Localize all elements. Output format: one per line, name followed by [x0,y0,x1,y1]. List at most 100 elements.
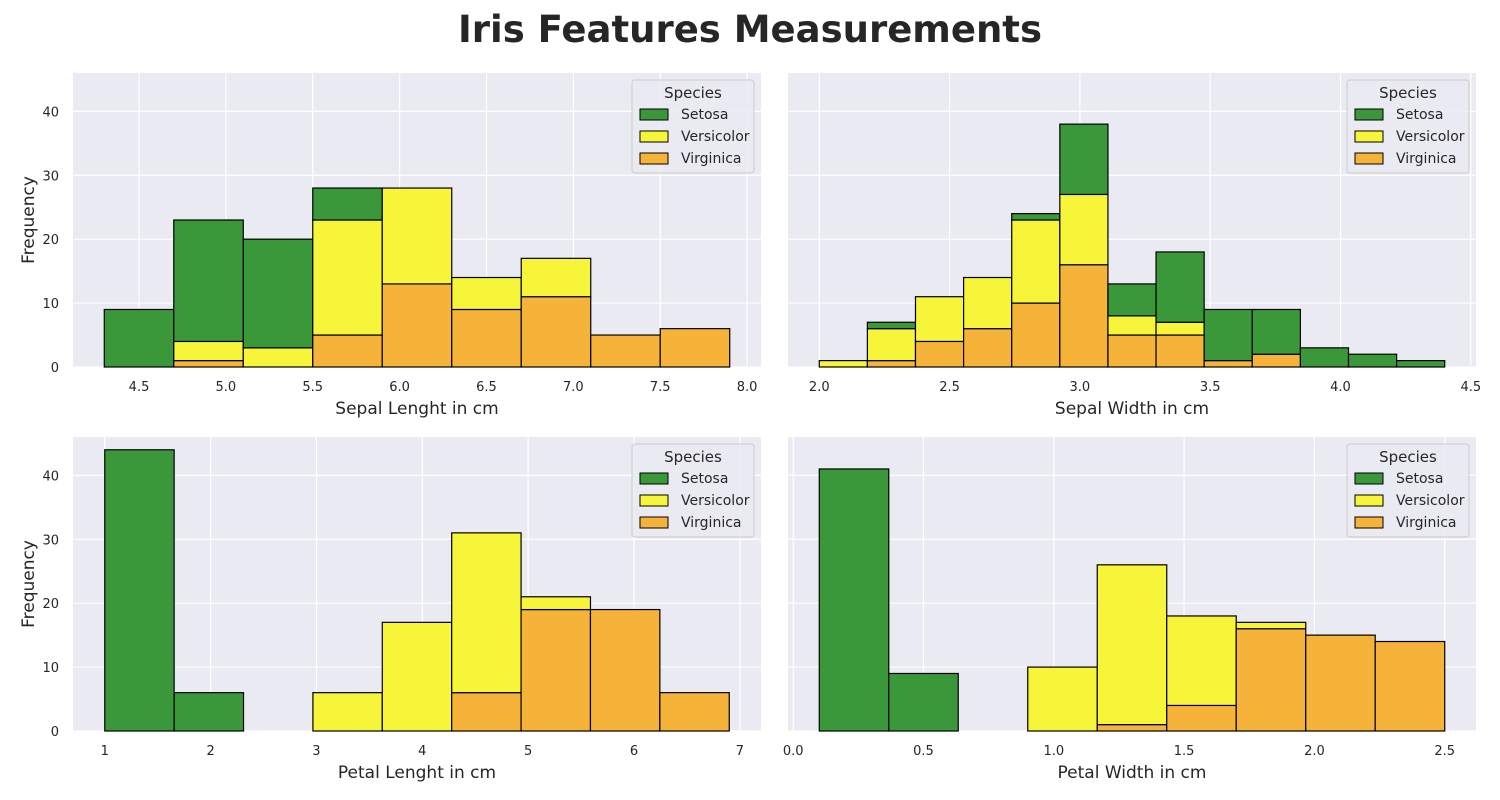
legend-title: Species [1379,84,1437,102]
bar-virginica [1166,704,1237,732]
bar-versicolor [242,347,314,368]
bar-virginica [381,283,453,368]
bar-virginica [1096,724,1168,732]
bar-virginica [914,340,965,368]
legend-label-virginica: Virginica [1396,515,1456,531]
bar-versicolor [520,596,592,611]
bar-virginica [1011,302,1061,368]
x-axis-label: Sepal Lenght in cm [335,399,498,419]
bar-virginica [1305,634,1376,732]
legend-box [631,443,755,538]
legend-label-setosa: Setosa [1396,107,1443,123]
x-tick-label: 4 [418,744,426,759]
bar-setosa [173,692,245,732]
histogram-panel-1: 4.5 5.0 5.5 6.0 6.5 7.0 7.5 8.0 0 10 20 30 40 Sepal L… [19,73,761,419]
bar-virginica [1059,264,1109,368]
x-tick-label: 2.0 [809,380,830,395]
legend-title: Species [1379,448,1437,466]
figure-title: Iris Features Measurements [458,8,1042,51]
legend-label-versicolor: Versicolor [681,129,750,145]
x-axis-label: Sepal Width in cm [1055,399,1209,419]
legend-label-setosa: Setosa [1396,471,1443,487]
x-tick-label: 1.5 [1174,744,1195,759]
x-tick-label: 2.5 [1434,744,1455,759]
legend-swatch-virginica [639,152,669,165]
legend-swatch-versicolor [639,130,669,143]
x-tick-label: 0.5 [913,744,934,759]
legend-swatch-setosa [1354,472,1384,485]
bar-virginica [1251,353,1302,368]
bar-virginica [1155,334,1205,368]
x-tick-label: 3.5 [1200,380,1221,395]
bar-virginica [1374,640,1446,732]
y-tick-label: 10 [42,661,59,676]
bar-setosa [312,187,383,221]
x-axis-label: Petal Lenght in cm [338,763,496,783]
x-tick-label: 2.0 [1304,744,1325,759]
x-tick-label: 3 [312,744,320,759]
legend-label-virginica: Virginica [1396,151,1456,167]
y-axis-label: Frequency [19,540,39,628]
bar-versicolor [1011,219,1061,304]
x-tick-label: 4.0 [1330,380,1351,395]
bar-setosa [1396,360,1446,368]
bar-setosa [1347,353,1398,368]
bar-versicolor [914,296,965,343]
bar-virginica [589,608,661,732]
x-tick-label: 0.0 [783,744,804,759]
y-tick-label: 40 [42,469,59,484]
bar-versicolor [1096,564,1168,726]
bar-setosa [242,238,314,349]
y-tick-label: 10 [42,297,59,312]
x-axis-label: Petal Width in cm [1058,763,1207,783]
legend-swatch-virginica [639,516,669,529]
x-tick-label: 1 [101,744,109,759]
x-tick-label: 1.0 [1043,744,1064,759]
bar-versicolor [520,257,592,298]
bar-virginica [1235,628,1307,732]
bar-setosa [1251,308,1302,355]
x-tick-label: 2 [206,744,214,759]
bar-setosa [1299,347,1350,368]
legend-label-setosa: Setosa [681,471,728,487]
histogram-panel-4: 0.0 0.5 1.0 1.5 2.0 2.5 Petal Width in cm Speci… [783,437,1476,783]
x-tick-label: 6.5 [476,380,497,395]
legend-swatch-setosa [639,108,669,121]
x-tick-label: 8.0 [737,380,758,395]
legend: Species Setosa Versicolor Virginica [1346,79,1470,174]
bar-virginica [590,334,661,368]
y-tick-label: 20 [42,233,59,248]
bar-setosa [103,308,175,368]
bar-virginica [173,360,244,368]
y-tick-label: 30 [42,169,59,184]
x-tick-label: 6 [630,744,638,759]
y-tick-label: 0 [51,361,59,376]
bar-versicolor [451,532,522,694]
legend: Species Setosa Versicolor Virginica [631,79,755,174]
y-tick-label: 20 [42,597,59,612]
bar-versicolor [381,621,453,732]
legend-label-virginica: Virginica [681,515,741,531]
bar-versicolor [451,276,522,311]
bar-virginica [451,692,522,732]
legend-label-virginica: Virginica [681,151,741,167]
legend: Species Setosa Versicolor Virginica [1346,443,1470,538]
bar-setosa [1107,283,1157,317]
x-tick-label: 7 [736,744,744,759]
bar-versicolor [1235,621,1307,630]
bar-setosa [104,449,175,732]
bar-setosa [173,219,244,343]
histogram-panel-2: 2.0 2.5 3.0 3.5 4.0 4.5 Sepal Width in cm Speci… [788,73,1481,419]
legend-box [1346,79,1470,174]
legend-box [631,79,755,174]
histogram-panel-3: 1 2 3 4 5 6 7 0 10 20 30 40 Petal Lenght in cm Freque… [19,437,761,783]
bar-setosa [1155,251,1205,323]
y-tick-label: 30 [42,533,59,548]
bar-virginica [962,328,1013,368]
bar-versicolor [312,219,383,336]
bar-setosa [818,468,890,732]
bar-virginica [312,334,383,368]
legend-title: Species [664,84,722,102]
x-tick-label: 4.5 [1460,380,1481,395]
legend-swatch-versicolor [1354,494,1384,507]
